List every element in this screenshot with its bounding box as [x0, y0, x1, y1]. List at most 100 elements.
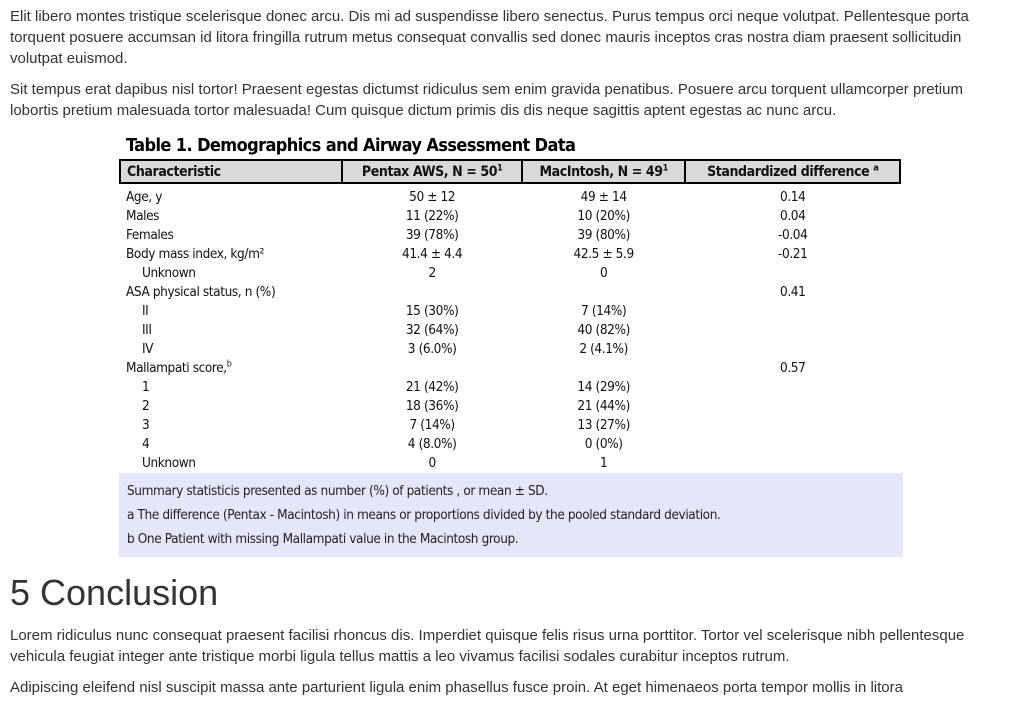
macintosh-value: 0 (0%)	[584, 436, 623, 452]
table-row: III 32 (64%) 40 (82%)	[120, 321, 900, 340]
header-characteristic: Characteristic	[118, 159, 344, 184]
mallampati-footnote: b	[226, 359, 232, 370]
table-row: IV 3 (6.0%) 2 (4.1%)	[120, 340, 900, 359]
header-macintosh: MacIntosh, N = 491	[520, 159, 687, 184]
table-row: Unknown 2 0	[120, 264, 900, 283]
macintosh-value: 42.5 ± 5.9	[573, 246, 635, 262]
pentax-value: 32 (64%)	[405, 322, 459, 338]
header-pentax: Pentax AWS, N = 501	[341, 159, 523, 184]
header-macintosh-footnote: 1	[662, 162, 669, 173]
std-diff-value	[685, 416, 900, 435]
table-title: Table 1. Demographics and Airway Assessm…	[126, 135, 576, 156]
table-row: 1 21 (42%) 14 (29%)	[120, 378, 900, 397]
std-diff-value: 0.04	[780, 208, 806, 224]
table-header-row: Characteristic Pentax AWS, N = 501 MacIn…	[118, 159, 901, 184]
header-pentax-footnote: 1	[497, 162, 503, 173]
row-label: 2	[142, 398, 150, 414]
footnote-b: b One Patient with missing Mallampati va…	[127, 531, 519, 547]
std-diff-value: -0.04	[778, 227, 808, 243]
pentax-value	[342, 283, 521, 302]
table-row: II 15 (30%) 7 (14%)	[120, 302, 900, 321]
table-footnotes: Summary statisticis presented as number …	[119, 473, 903, 557]
macintosh-value: 13 (27%)	[577, 417, 630, 433]
row-label-cell: Mallampati score,b	[120, 359, 342, 378]
row-label: Age, y	[126, 189, 162, 205]
std-diff-value	[685, 340, 900, 359]
table-row: 3 7 (14%) 13 (27%)	[120, 416, 900, 435]
row-label: Body mass index, kg/m²	[126, 246, 264, 262]
table-row: Unknown 0 1	[120, 454, 900, 473]
row-label: 3	[142, 417, 150, 433]
row-label: IV	[142, 341, 154, 357]
table-1-block: Table 1. Demographics and Airway Assessm…	[118, 135, 903, 557]
table-row: Mallampati score,b 0.57	[120, 359, 900, 378]
pentax-value: 0	[428, 455, 436, 471]
row-label: III	[142, 322, 152, 338]
table-row: 4 4 (8.0%) 0 (0%)	[120, 435, 900, 454]
pentax-value: 2	[428, 265, 436, 281]
table-row: Females 39 (78%) 39 (80%) -0.04	[120, 226, 900, 245]
section-heading: 5 Conclusion	[10, 572, 219, 613]
header-std-diff-label: Standardized difference	[707, 163, 870, 180]
conclusion-paragraph-1: Lorem ridiculus nunc consequat praesent …	[10, 627, 965, 665]
header-characteristic-label: Characteristic	[127, 163, 221, 180]
pentax-value: 41.4 ± 4.4	[402, 246, 463, 262]
header-macintosh-label: MacIntosh, N = 49	[539, 163, 663, 180]
std-diff-value: 0.14	[780, 189, 806, 205]
pentax-value: 7 (14%)	[409, 417, 456, 433]
macintosh-value: 10 (20%)	[577, 208, 630, 224]
macintosh-value: 49 ± 14	[580, 189, 627, 205]
pentax-value	[342, 359, 521, 378]
row-label: 4	[142, 436, 150, 452]
macintosh-value: 7 (14%)	[581, 303, 627, 319]
row-label: 1	[142, 379, 150, 395]
std-diff-value: 0.57	[780, 360, 806, 376]
macintosh-value	[522, 283, 686, 302]
table-row: 2 18 (36%) 21 (44%)	[120, 397, 900, 416]
std-diff-value	[685, 302, 900, 321]
macintosh-value: 1	[600, 455, 608, 471]
macintosh-value	[522, 359, 686, 378]
row-label: Mallampati score,	[126, 360, 227, 376]
footnote-summary: Summary statisticis presented as number …	[127, 483, 548, 499]
table-row: Body mass index, kg/m² 41.4 ± 4.4 42.5 ± 5…	[120, 245, 900, 264]
std-diff-value: 0.41	[780, 284, 806, 300]
macintosh-value: 40 (82%)	[577, 322, 630, 338]
demographics-table: Characteristic Pentax AWS, N = 501 MacIn…	[118, 159, 901, 473]
std-diff-value	[685, 397, 900, 416]
pentax-value: 18 (36%)	[405, 398, 459, 414]
row-label: Males	[126, 208, 160, 224]
conclusion-paragraph-2: Adipiscing eleifend nisl suscipit massa …	[10, 679, 903, 696]
macintosh-value: 21 (44%)	[577, 398, 630, 414]
row-label: Unknown	[142, 455, 196, 471]
pentax-value: 39 (78%)	[405, 227, 459, 243]
pentax-value: 50 ± 12	[409, 189, 456, 205]
pentax-value: 4 (8.0%)	[407, 436, 457, 452]
header-std-diff-footnote: a	[873, 162, 879, 173]
table-row: Age, y 50 ± 12 49 ± 14 0.14	[120, 183, 900, 207]
std-diff-value: -0.21	[778, 246, 808, 262]
footnote-a: a The difference (Pentax - Macintosh) in…	[127, 507, 721, 523]
pentax-value: 3 (6.0%)	[407, 341, 457, 357]
std-diff-value	[685, 321, 900, 340]
row-label: ASA physical status, n (%)	[126, 284, 276, 300]
pentax-value: 15 (30%)	[405, 303, 459, 319]
pentax-value: 11 (22%)	[405, 208, 459, 224]
std-diff-value	[685, 454, 900, 473]
document-page: Elit libero montes tristique scelerisque…	[10, 8, 969, 696]
pentax-value: 21 (42%)	[405, 379, 459, 395]
intro-paragraph-2: Sit tempus erat dapibus nisl tortor! Pra…	[10, 81, 963, 119]
table-row: ASA physical status, n (%) 0.41	[120, 283, 900, 302]
header-pentax-label: Pentax AWS, N = 50	[361, 163, 498, 180]
std-diff-value	[685, 435, 900, 454]
std-diff-value	[685, 378, 900, 397]
table-row: Males 11 (22%) 10 (20%) 0.04	[120, 207, 900, 226]
macintosh-value: 2 (4.1%)	[579, 341, 629, 357]
row-label: Females	[126, 227, 174, 243]
macintosh-value: 14 (29%)	[577, 379, 630, 395]
intro-paragraph-1: Elit libero montes tristique scelerisque…	[10, 8, 969, 67]
row-label: II	[142, 303, 149, 319]
header-std-diff: Standardized difference a	[684, 159, 901, 184]
macintosh-value: 39 (80%)	[577, 227, 630, 243]
std-diff-value	[685, 264, 900, 283]
